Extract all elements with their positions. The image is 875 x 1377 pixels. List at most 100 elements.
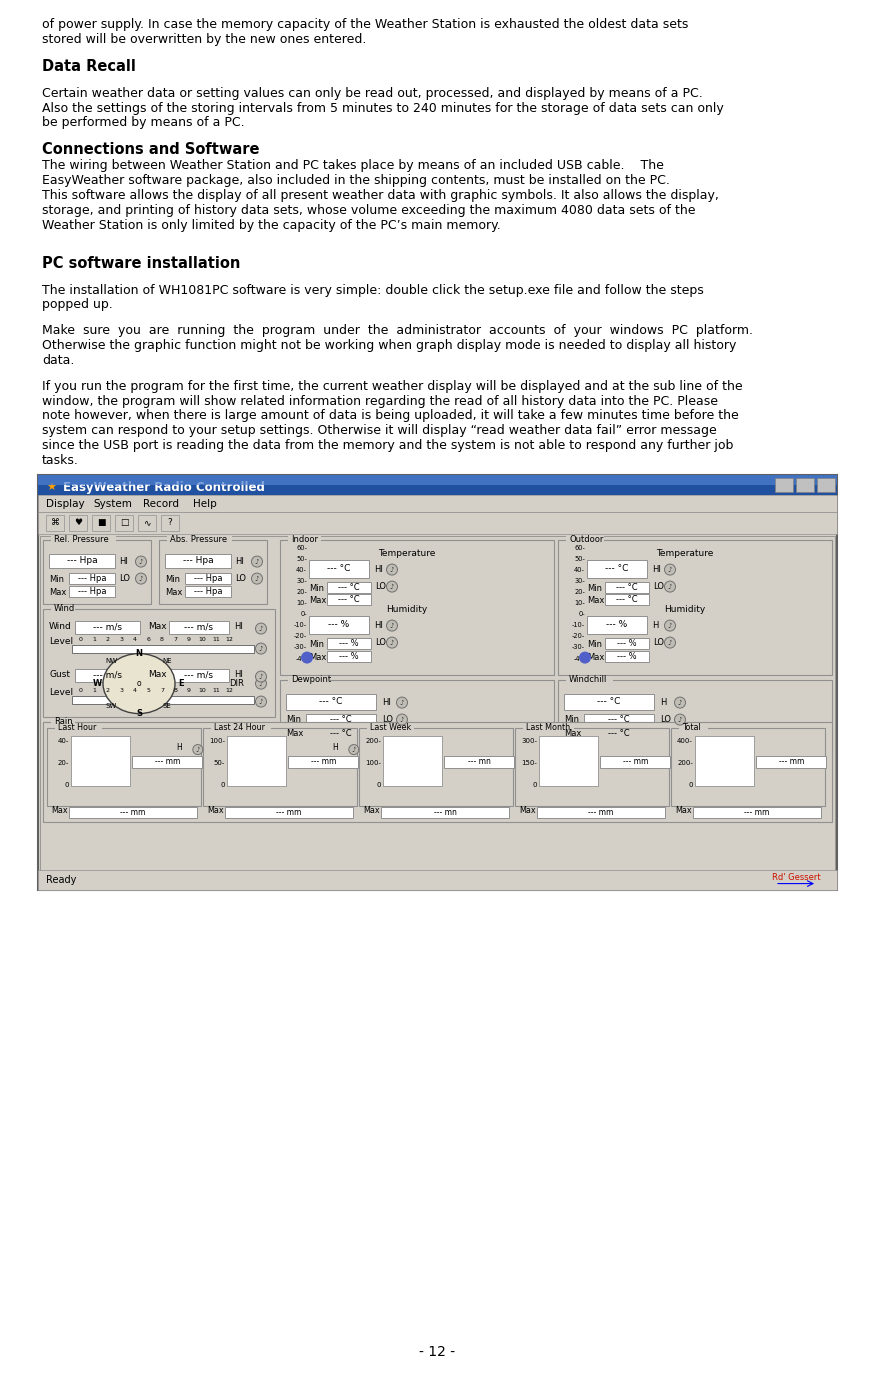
Text: ♪: ♪ xyxy=(668,566,672,573)
FancyBboxPatch shape xyxy=(227,735,286,786)
Text: Connections and Software: Connections and Software xyxy=(42,142,260,157)
Text: --- mm: --- mm xyxy=(121,807,145,817)
FancyBboxPatch shape xyxy=(600,756,670,767)
Text: The installation of WH1081PC software is very simple: double click the setup.exe: The installation of WH1081PC software is… xyxy=(42,284,704,296)
Text: 3: 3 xyxy=(120,636,123,642)
FancyBboxPatch shape xyxy=(605,593,649,605)
Text: Rel. Pressure: Rel. Pressure xyxy=(54,536,108,544)
Text: since the USB port is reading the data from the memory and the system is not abl: since the USB port is reading the data f… xyxy=(42,439,733,452)
Text: --- °C: --- °C xyxy=(338,582,360,592)
Text: Max: Max xyxy=(363,806,380,815)
Text: 10-: 10- xyxy=(574,600,585,606)
Text: ♪: ♪ xyxy=(139,576,144,581)
Text: --- °C: --- °C xyxy=(616,582,638,592)
Text: Temperature: Temperature xyxy=(656,549,714,558)
Text: --- Hpa: --- Hpa xyxy=(193,587,222,596)
Text: Abs. Pressure: Abs. Pressure xyxy=(170,536,228,544)
Text: --- %: --- % xyxy=(606,620,627,629)
Text: ∿: ∿ xyxy=(144,518,150,527)
FancyBboxPatch shape xyxy=(306,713,376,724)
FancyBboxPatch shape xyxy=(756,756,827,767)
Text: - 12 -: - 12 - xyxy=(419,1345,456,1359)
Text: 10: 10 xyxy=(199,687,206,693)
Text: o: o xyxy=(136,679,142,688)
FancyBboxPatch shape xyxy=(46,515,64,530)
Text: 0: 0 xyxy=(79,687,83,693)
Text: System: System xyxy=(93,498,132,508)
Text: 60-: 60- xyxy=(296,544,307,551)
Circle shape xyxy=(251,556,262,567)
Text: H: H xyxy=(176,742,182,752)
FancyBboxPatch shape xyxy=(327,650,371,661)
Text: note however, when there is large amount of data is being uploaded, it will take: note however, when there is large amount… xyxy=(42,409,738,423)
Text: Min: Min xyxy=(564,715,579,723)
Text: -20-: -20- xyxy=(294,633,307,639)
Text: LO: LO xyxy=(653,638,664,647)
Text: E: E xyxy=(178,679,184,688)
Text: --- °C: --- °C xyxy=(608,728,630,738)
Text: 30-: 30- xyxy=(297,578,307,584)
Text: 1: 1 xyxy=(93,636,96,642)
FancyBboxPatch shape xyxy=(566,536,604,544)
Text: 0: 0 xyxy=(79,636,83,642)
Text: ♪: ♪ xyxy=(668,622,672,628)
Text: --- °C: --- °C xyxy=(330,715,352,723)
Text: --- mn: --- mn xyxy=(468,757,491,766)
Text: Last Month: Last Month xyxy=(526,723,570,733)
Text: The wiring between Weather Station and PC takes place by means of an included US: The wiring between Weather Station and P… xyxy=(42,160,664,172)
Text: ×: × xyxy=(822,479,830,490)
Circle shape xyxy=(192,745,203,755)
FancyBboxPatch shape xyxy=(38,494,837,512)
Text: --- °C: --- °C xyxy=(338,595,360,603)
Text: ♪: ♪ xyxy=(400,716,404,723)
Text: Make  sure  you  are  running  the  program  under  the  administrator  accounts: Make sure you are running the program un… xyxy=(42,325,753,337)
Circle shape xyxy=(396,697,408,708)
Text: popped up.: popped up. xyxy=(42,299,113,311)
Text: 0-: 0- xyxy=(300,611,307,617)
FancyBboxPatch shape xyxy=(286,694,376,709)
Text: LO: LO xyxy=(382,715,393,724)
Ellipse shape xyxy=(103,654,175,713)
Text: Dewpoint: Dewpoint xyxy=(291,675,331,684)
FancyBboxPatch shape xyxy=(51,717,75,726)
FancyBboxPatch shape xyxy=(288,676,330,683)
Text: ♪: ♪ xyxy=(259,680,263,687)
FancyBboxPatch shape xyxy=(69,807,197,818)
Text: H: H xyxy=(332,742,338,752)
Text: --- °C: --- °C xyxy=(616,595,638,603)
Text: 0: 0 xyxy=(65,782,69,788)
Circle shape xyxy=(579,651,591,664)
Text: --- mm: --- mm xyxy=(623,757,648,766)
Text: SW: SW xyxy=(105,702,116,709)
FancyBboxPatch shape xyxy=(72,695,254,704)
Circle shape xyxy=(664,638,676,649)
Circle shape xyxy=(349,745,359,755)
Text: 6: 6 xyxy=(147,636,150,642)
Text: Wind: Wind xyxy=(54,605,75,613)
Text: Max: Max xyxy=(148,621,166,631)
Text: ♪: ♪ xyxy=(255,576,259,581)
FancyBboxPatch shape xyxy=(306,727,376,738)
FancyBboxPatch shape xyxy=(38,475,837,494)
Text: --- %: --- % xyxy=(340,639,359,647)
FancyBboxPatch shape xyxy=(587,616,647,633)
FancyBboxPatch shape xyxy=(584,713,654,724)
FancyBboxPatch shape xyxy=(38,475,837,890)
Text: Windchill: Windchill xyxy=(569,675,607,684)
FancyBboxPatch shape xyxy=(51,605,75,613)
Text: --- Hpa: --- Hpa xyxy=(193,574,222,582)
FancyBboxPatch shape xyxy=(159,540,267,603)
Text: 8: 8 xyxy=(173,687,178,693)
Text: -30-: -30- xyxy=(294,644,307,650)
Text: --- °C: --- °C xyxy=(319,697,343,706)
Text: HI: HI xyxy=(119,558,128,566)
Text: 0: 0 xyxy=(689,782,693,788)
FancyBboxPatch shape xyxy=(65,654,213,716)
FancyBboxPatch shape xyxy=(71,735,130,786)
Text: ♪: ♪ xyxy=(668,584,672,589)
Text: W: W xyxy=(93,679,102,688)
Text: 50-: 50- xyxy=(574,556,585,562)
FancyBboxPatch shape xyxy=(566,676,612,683)
Text: 50-: 50- xyxy=(296,556,307,562)
FancyBboxPatch shape xyxy=(605,581,649,592)
